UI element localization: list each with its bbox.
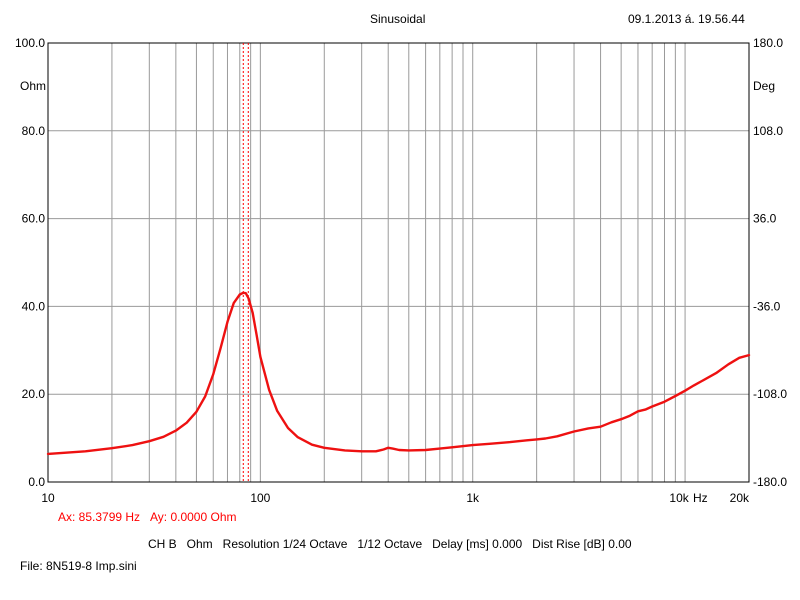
x-tick-label: 10 — [41, 491, 55, 505]
y2-tick-label: 108.0 — [753, 124, 783, 138]
measurement-mode: Sinusoidal — [370, 12, 426, 26]
x-axis-unit-label: Hz — [693, 491, 708, 505]
x-tick-label: 20k — [730, 491, 750, 505]
timestamp: 09.1.2013 á. 19.56.44 — [628, 12, 745, 26]
x-tick-label: 1k — [466, 491, 480, 505]
cursor-y-readout: Ay: 0.0000 Ohm — [150, 510, 237, 524]
y-tick-label: 80.0 — [22, 124, 46, 138]
impedance-curve — [46, 291, 751, 456]
file-name: File: 8N519-8 Imp.sini — [20, 559, 137, 573]
y-tick-label: 100.0 — [15, 36, 45, 50]
cursor-markers — [242, 43, 249, 482]
y2-tick-label: -180.0 — [753, 475, 787, 489]
y2-tick-label: 180.0 — [753, 36, 783, 50]
x-tick-label: 10k — [669, 491, 689, 505]
grid-lines — [48, 43, 749, 482]
y-tick-label: 0.0 — [28, 475, 45, 489]
y-axis-unit-label: Ohm — [20, 79, 46, 93]
y-tick-label: 40.0 — [22, 299, 46, 313]
cursor-x-readout: Ax: 85.3799 Hz — [58, 510, 141, 524]
channel-settings: CH B Ohm Resolution 1/24 Octave 1/12 Oct… — [148, 537, 632, 551]
y2-axis-unit-label: Deg — [753, 79, 775, 93]
y2-tick-label: -36.0 — [753, 299, 781, 313]
x-tick-label: 100 — [250, 491, 270, 505]
plot-frame — [47, 42, 750, 483]
y2-tick-label: -108.0 — [753, 387, 787, 401]
y-tick-label: 20.0 — [22, 387, 46, 401]
y2-tick-label: 36.0 — [753, 212, 777, 226]
y-tick-label: 60.0 — [22, 212, 46, 226]
series-layer — [46, 291, 751, 456]
tick-labels: 0.0 20.0 40.0 60.0 80.0 100.0 -180.0 -108.0 -36.… — [15, 36, 787, 505]
